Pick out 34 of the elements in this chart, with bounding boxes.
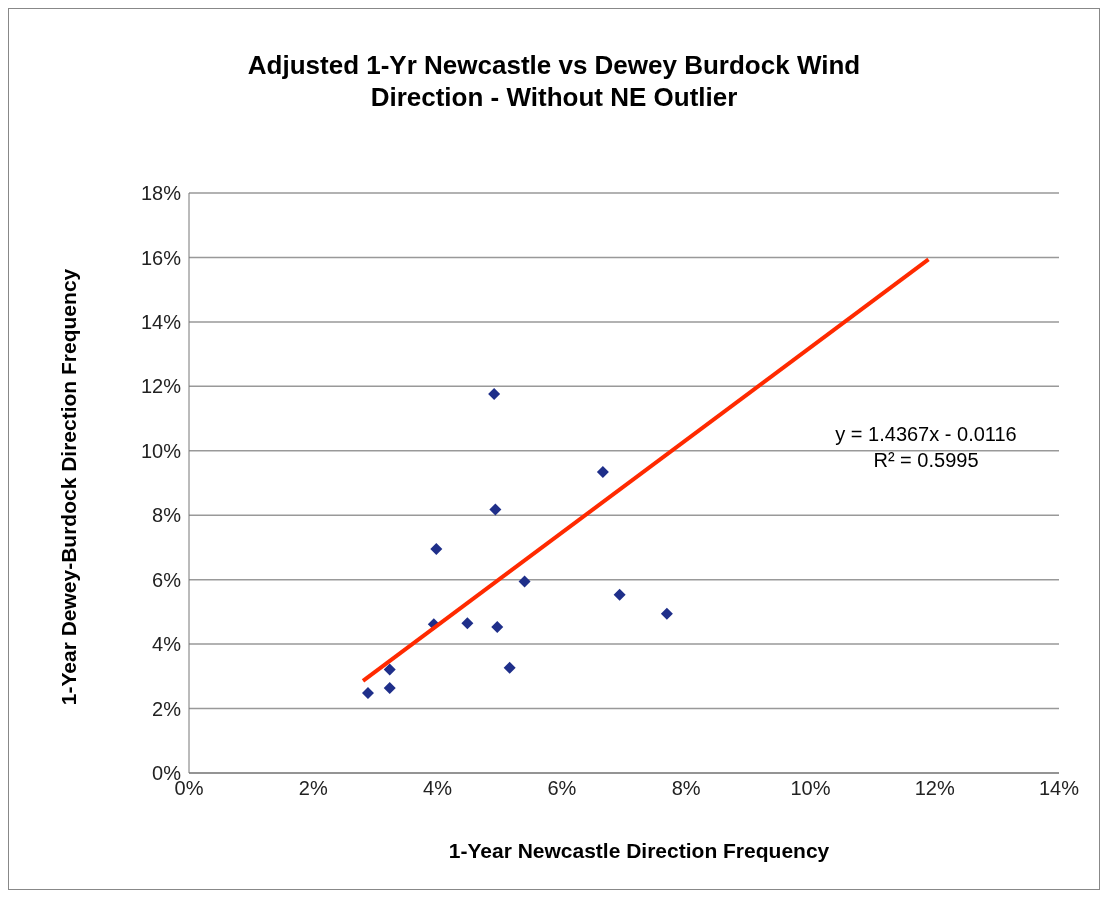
y-tick-label: 14% <box>140 310 182 333</box>
point <box>488 388 501 401</box>
y-tick-label: 12% <box>140 375 182 398</box>
point <box>518 575 531 588</box>
point <box>660 607 673 620</box>
point <box>491 621 504 634</box>
point <box>596 466 609 479</box>
point <box>383 681 396 694</box>
annotation: y = 1.4367x - 0.0116 <box>834 422 1018 447</box>
point <box>503 661 516 674</box>
y-tick-label: 10% <box>140 439 182 462</box>
x-axis-title: 1-Year Newcastle Direction Frequency <box>447 839 831 863</box>
y-tick-label: 18% <box>140 182 182 205</box>
x-tick-label: 12% <box>914 777 955 800</box>
annotation: R² = 0.5995 <box>872 448 980 473</box>
point <box>489 503 502 516</box>
x-tick-label: 4% <box>423 777 453 800</box>
x-tick-label: 6% <box>547 777 577 800</box>
y-tick-label: 2% <box>152 697 182 720</box>
x-tick-label: 14% <box>1038 777 1080 800</box>
point <box>461 617 474 630</box>
x-tick-label: 10% <box>790 777 831 800</box>
x-tick-label: 8% <box>671 777 701 800</box>
point <box>430 543 443 556</box>
x-tick-label: 2% <box>298 777 328 800</box>
point <box>613 588 626 601</box>
y-tick-label: 16% <box>140 246 182 269</box>
y-tick-label: 4% <box>152 633 182 656</box>
y-tick-label: 8% <box>152 504 182 527</box>
y-axis-title: 1-Year Dewey-Burdock Direction Frequency <box>57 268 81 706</box>
point <box>383 663 396 676</box>
chart-title: Adjusted 1-Yr Newcastle vs Dewey Burdock Wind Direction - Without NE Outlier <box>246 49 862 113</box>
point <box>361 687 374 700</box>
y-tick-label: 6% <box>152 568 182 591</box>
